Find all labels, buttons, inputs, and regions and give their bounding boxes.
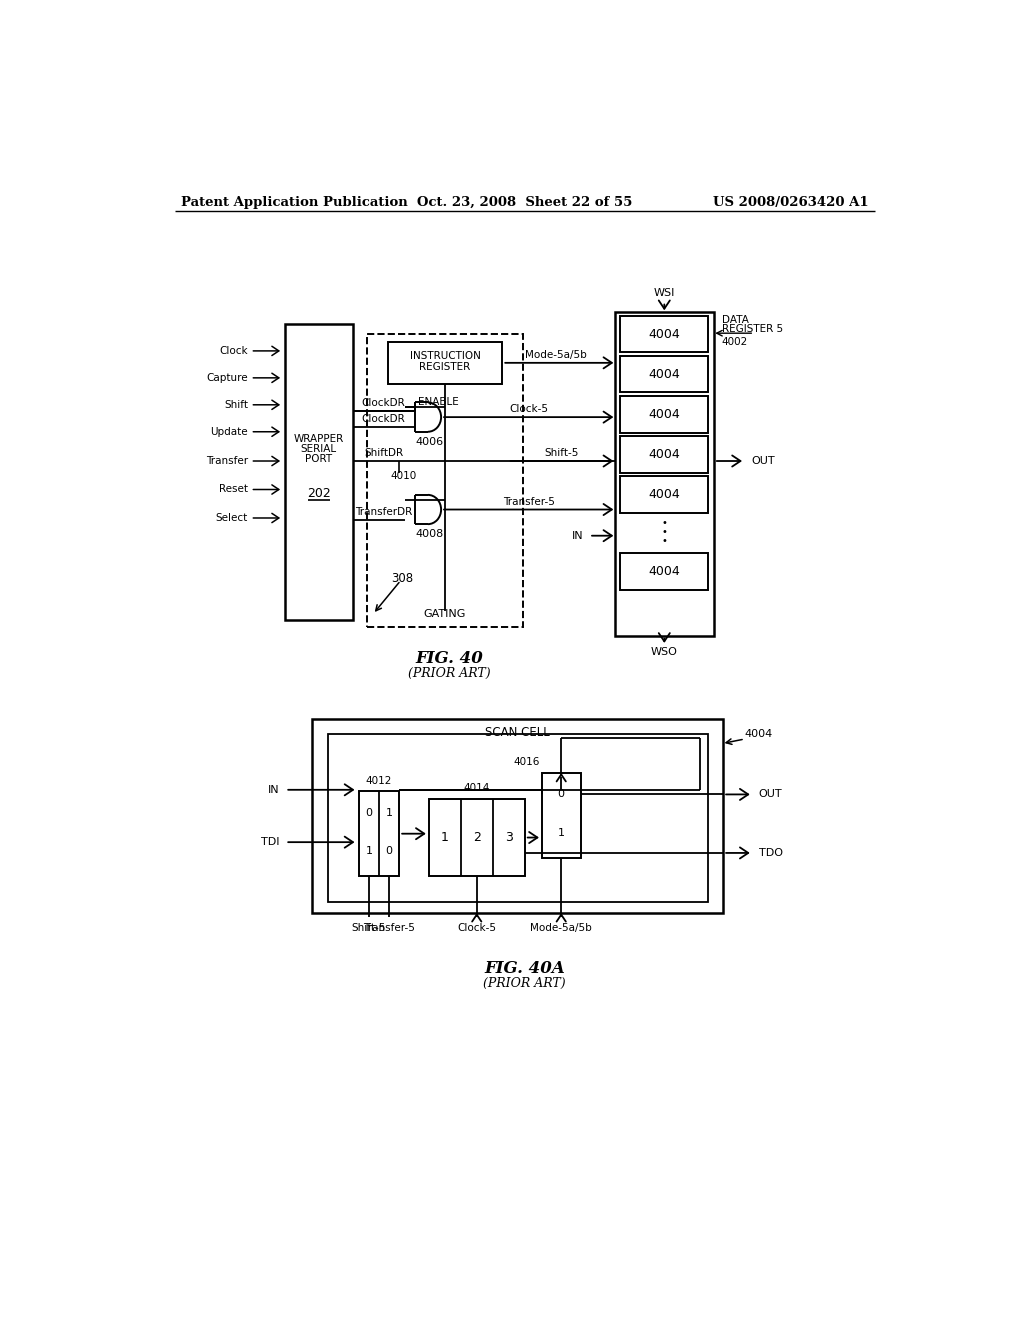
Bar [328,734,708,903]
Text: ClockDR: ClockDR [361,414,406,425]
Text: 4002: 4002 [722,337,748,347]
Bar [367,334,523,627]
Text: 4006: 4006 [416,437,443,446]
Text: IN: IN [572,531,584,541]
Text: 2: 2 [473,832,480,843]
Bar [429,799,524,876]
Text: (PRIOR ART): (PRIOR ART) [409,667,490,680]
Text: 4004: 4004 [648,447,680,461]
Text: REGISTER: REGISTER [420,362,471,372]
Text: 308: 308 [391,572,414,585]
Text: Reset: Reset [219,484,248,495]
Text: 1: 1 [558,828,564,838]
Text: Mode-5a/5b: Mode-5a/5b [530,924,592,933]
Text: 1: 1 [366,846,373,857]
Text: •: • [662,517,668,528]
Bar [621,553,709,590]
Bar [621,477,709,512]
Text: 4012: 4012 [366,776,392,785]
Bar [285,323,352,620]
Text: FIG. 40: FIG. 40 [416,651,483,668]
Text: Select: Select [216,513,248,523]
Text: 4004: 4004 [648,327,680,341]
Text: SCAN CELL: SCAN CELL [485,726,550,739]
Text: ENABLE: ENABLE [419,397,459,408]
Text: WSI: WSI [653,288,675,298]
Text: 1: 1 [386,808,392,818]
Text: 3: 3 [505,832,513,843]
Text: ShiftDR: ShiftDR [365,449,403,458]
Text: Update: Update [211,426,248,437]
Text: •: • [662,527,668,537]
Text: 4010: 4010 [390,471,416,482]
Text: (PRIOR ART): (PRIOR ART) [483,977,566,990]
Text: Patent Application Publication: Patent Application Publication [180,195,408,209]
Text: 1: 1 [440,832,449,843]
Text: WSO: WSO [651,647,678,657]
Text: TDO: TDO [759,847,783,858]
Text: DATA: DATA [722,315,749,325]
Bar [621,317,709,352]
Text: Clock: Clock [219,346,248,356]
Text: REGISTER 5: REGISTER 5 [722,325,782,334]
Bar [542,774,581,858]
Text: WRAPPER: WRAPPER [294,434,344,445]
Text: Clock-5: Clock-5 [458,924,497,933]
Text: TDI: TDI [261,837,280,847]
Bar [621,396,709,433]
Text: Transfer-5: Transfer-5 [503,496,555,507]
Text: Oct. 23, 2008  Sheet 22 of 55: Oct. 23, 2008 Sheet 22 of 55 [417,195,633,209]
Text: Clock-5: Clock-5 [509,404,548,414]
Text: US 2008/0263420 A1: US 2008/0263420 A1 [714,195,869,209]
Text: TransferDR: TransferDR [355,507,413,517]
Text: Shift-5: Shift-5 [352,924,386,933]
Text: IN: IN [268,785,280,795]
Text: •: • [662,536,668,546]
Text: GATING: GATING [424,610,466,619]
Bar [614,313,714,636]
Text: 4008: 4008 [416,529,443,539]
Text: PORT: PORT [305,454,332,465]
Bar [621,356,709,392]
Bar [359,792,399,876]
Text: 4014: 4014 [464,783,489,793]
Text: Capture: Capture [207,372,248,383]
Bar [312,719,723,913]
Text: 4004: 4004 [648,408,680,421]
Text: 0: 0 [386,846,392,857]
Text: 4004: 4004 [744,730,773,739]
Text: SERIAL: SERIAL [301,445,337,454]
Text: Shift-5: Shift-5 [545,449,580,458]
Text: 202: 202 [307,487,331,500]
Text: Transfer: Transfer [206,455,248,466]
Text: 4004: 4004 [648,565,680,578]
Text: ClockDR: ClockDR [361,399,406,408]
Text: OUT: OUT [759,789,782,800]
Text: Shift: Shift [224,400,248,409]
Text: 0: 0 [558,789,564,800]
Text: 4016: 4016 [514,758,541,767]
Text: 0: 0 [366,808,373,818]
Text: Transfer-5: Transfer-5 [364,924,415,933]
Text: FIG. 40A: FIG. 40A [484,960,565,977]
Text: 4004: 4004 [648,488,680,502]
Text: OUT: OUT [751,455,775,466]
Bar [621,437,709,473]
Text: INSTRUCTION: INSTRUCTION [410,351,480,360]
Text: 4004: 4004 [648,368,680,381]
Text: Mode-5a/5b: Mode-5a/5b [524,350,587,360]
Bar [388,342,503,384]
